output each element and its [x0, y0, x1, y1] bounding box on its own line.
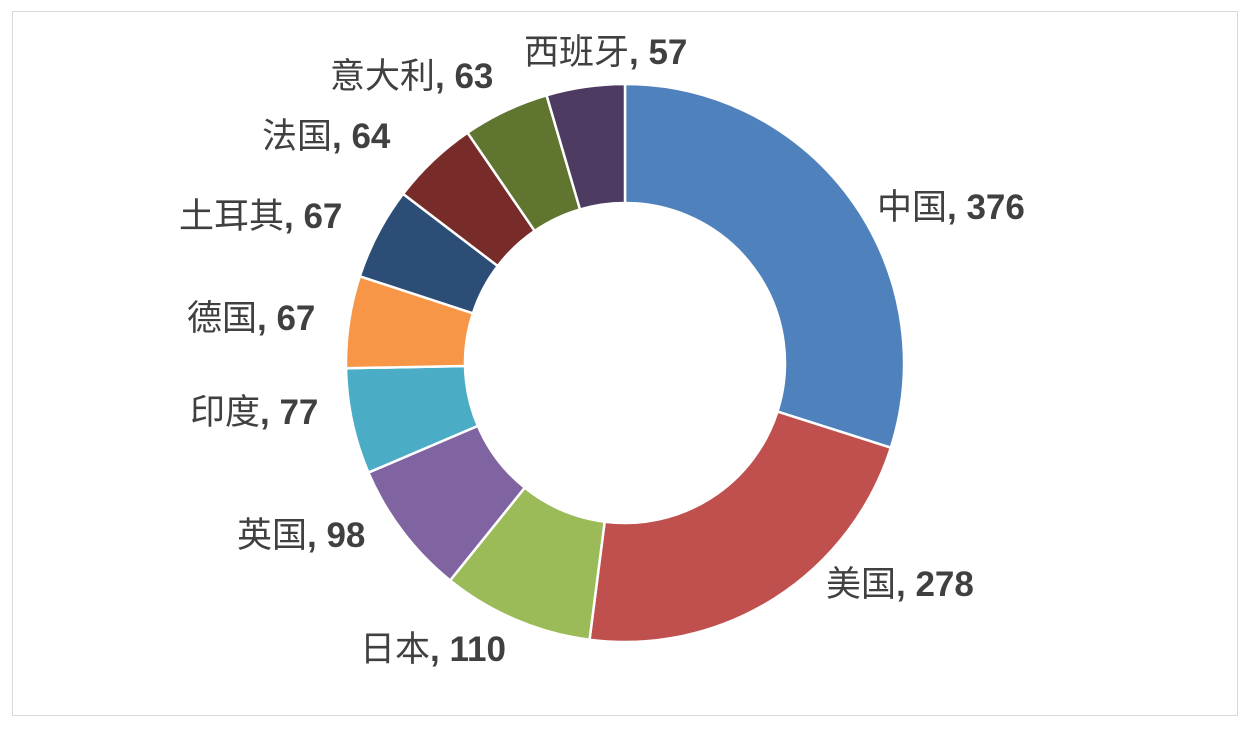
data-label-value: , 110 [430, 630, 506, 669]
data-label-category: 土耳其 [179, 197, 284, 237]
data-label-category: 意大利 [330, 57, 435, 97]
data-label-value: , 67 [284, 197, 342, 236]
data-label-value: , 77 [260, 393, 318, 432]
data-label-2: 美国, 278 [826, 565, 974, 605]
data-label-8: 法国, 64 [262, 117, 391, 157]
data-label-value: , 278 [896, 565, 974, 604]
slice-10 [545, 82, 627, 212]
data-label-category: 美国 [826, 565, 896, 605]
data-label-category: 西班牙 [524, 33, 629, 73]
slice-1 [623, 82, 906, 450]
data-label-4: 英国, 98 [237, 516, 365, 556]
data-label-value: , 57 [629, 33, 687, 72]
data-label-category: 中国 [877, 188, 947, 228]
data-label-value: , 64 [332, 117, 391, 156]
data-label-1: 中国, 376 [877, 188, 1025, 228]
data-label-category: 日本 [360, 630, 430, 670]
data-label-9: 意大利, 63 [330, 57, 493, 97]
data-label-value: , 376 [947, 188, 1025, 227]
data-label-category: 印度 [190, 393, 260, 433]
data-label-3: 日本, 110 [360, 630, 506, 670]
data-label-value: , 67 [257, 299, 315, 338]
doughnut-slices [344, 82, 906, 644]
data-label-category: 德国 [187, 299, 257, 339]
data-label-category: 法国 [262, 117, 332, 157]
data-label-10: 西班牙, 57 [524, 33, 687, 73]
data-label-6: 德国, 67 [187, 299, 315, 339]
data-label-value: , 63 [435, 57, 493, 96]
data-label-value: , 98 [307, 516, 365, 555]
data-label-5: 印度, 77 [190, 393, 318, 433]
data-label-category: 英国 [237, 516, 307, 556]
slice-2 [588, 410, 893, 644]
data-label-7: 土耳其, 67 [179, 197, 342, 237]
